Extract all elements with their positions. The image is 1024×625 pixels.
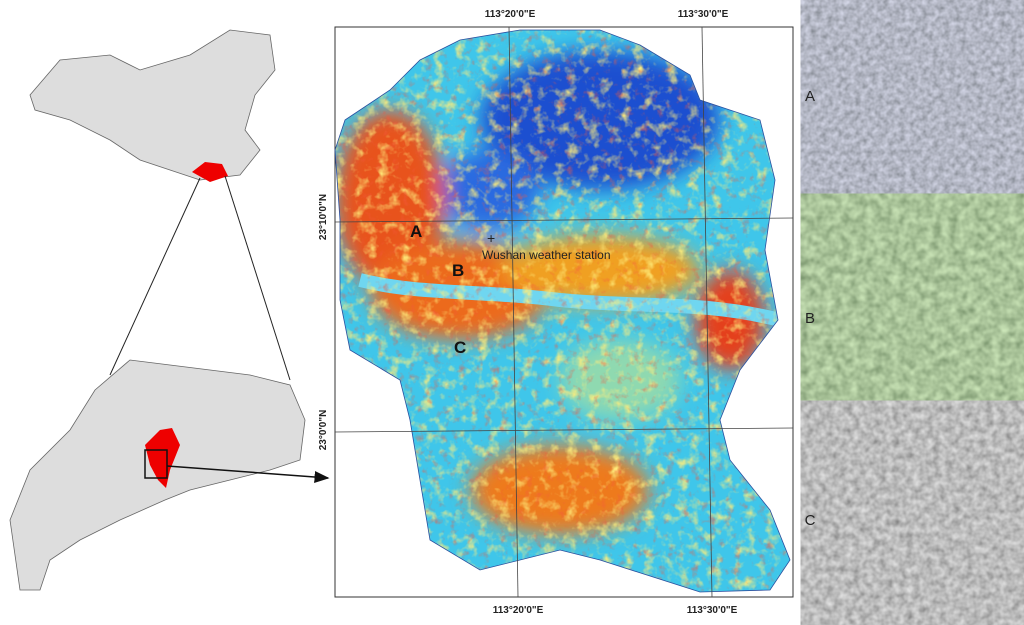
photo-a [821, 8, 1024, 210]
graticule-line [508, 26, 519, 598]
panel-label: C [805, 512, 816, 529]
bottom-coord: 113°30'0"E [687, 605, 738, 616]
boundary [334, 29, 791, 593]
site-label: A [410, 222, 422, 241]
arrow [166, 465, 330, 483]
top-coord: 113°20'0"E [485, 9, 536, 20]
photo-c [821, 421, 1024, 623]
panel-label: B [805, 310, 815, 327]
graticule [334, 26, 794, 598]
site-label: C [454, 338, 466, 357]
station-marker: + [487, 230, 495, 246]
connector [109, 177, 201, 376]
photo-b [821, 214, 1024, 416]
left-coord: 23°0'0"N [318, 410, 329, 451]
guangzhou-highlight [145, 428, 180, 488]
bottom-coord: 113°20'0"E [493, 605, 544, 616]
china-outline [29, 29, 276, 181]
guangdong-highlight [192, 162, 228, 182]
right-coord: 23°10'0"N [800, 189, 811, 235]
graticule-line [334, 427, 794, 433]
connector [224, 175, 291, 381]
left-coord: 23°10'0"N [318, 194, 329, 240]
study-box [144, 449, 168, 479]
top-coord: 113°30'0"E [678, 9, 729, 20]
graticule-line [701, 26, 713, 598]
right-coord: 23°0'0"N [800, 398, 811, 439]
panel-label: A [805, 88, 815, 105]
site-label: B [452, 261, 464, 280]
station-label: Wushan weather station [482, 248, 611, 262]
locator-maps [9, 29, 330, 591]
graticule-line [334, 217, 794, 223]
